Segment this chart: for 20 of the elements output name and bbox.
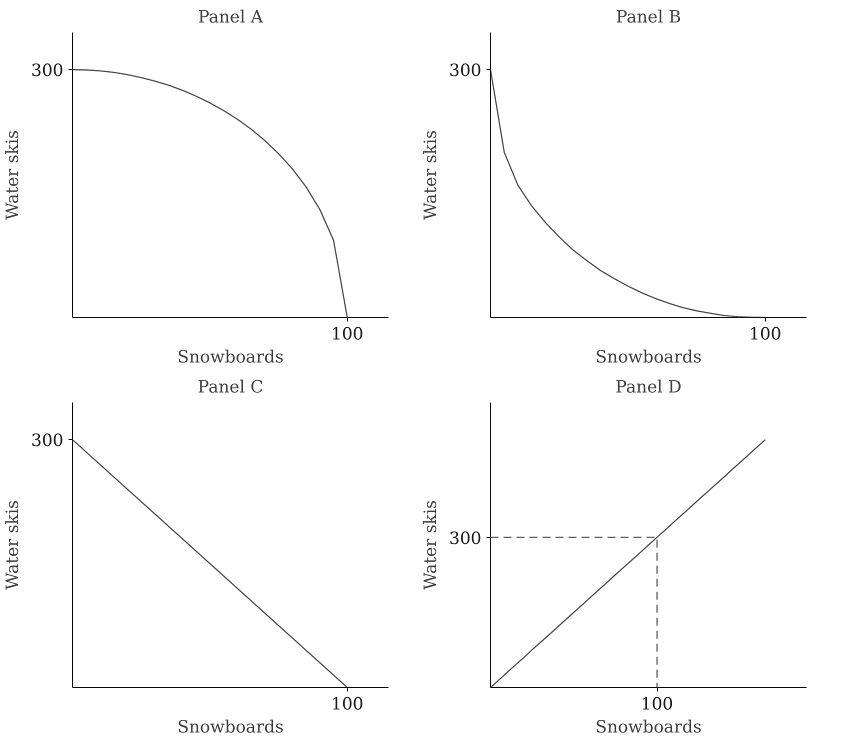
text: 300 <box>449 61 482 82</box>
chart-title: Panel C <box>198 378 264 398</box>
x-axis-title: Snowboards <box>595 718 702 738</box>
x-axis-title: Snowboards <box>177 348 284 368</box>
y-axis-title: Water skis <box>3 130 24 220</box>
text: 100 <box>640 694 674 714</box>
text: 100 <box>331 694 364 714</box>
y-axis-title: Water skis <box>3 500 24 590</box>
y-axis-title: Water skis <box>421 500 442 590</box>
text: 300 <box>31 61 64 82</box>
text: 100 <box>749 324 782 344</box>
x-axis-title: Snowboards <box>177 718 284 738</box>
chart-title: Panel D <box>615 378 682 398</box>
x-axis-title: Snowboards <box>595 348 702 368</box>
text: 100 <box>331 324 364 344</box>
chart-title: Panel B <box>616 8 682 28</box>
chart-title: Panel A <box>198 8 264 28</box>
annotation: 300 <box>449 528 482 549</box>
annotation: 300 <box>31 431 64 452</box>
y-axis-title: Water skis <box>421 130 442 220</box>
